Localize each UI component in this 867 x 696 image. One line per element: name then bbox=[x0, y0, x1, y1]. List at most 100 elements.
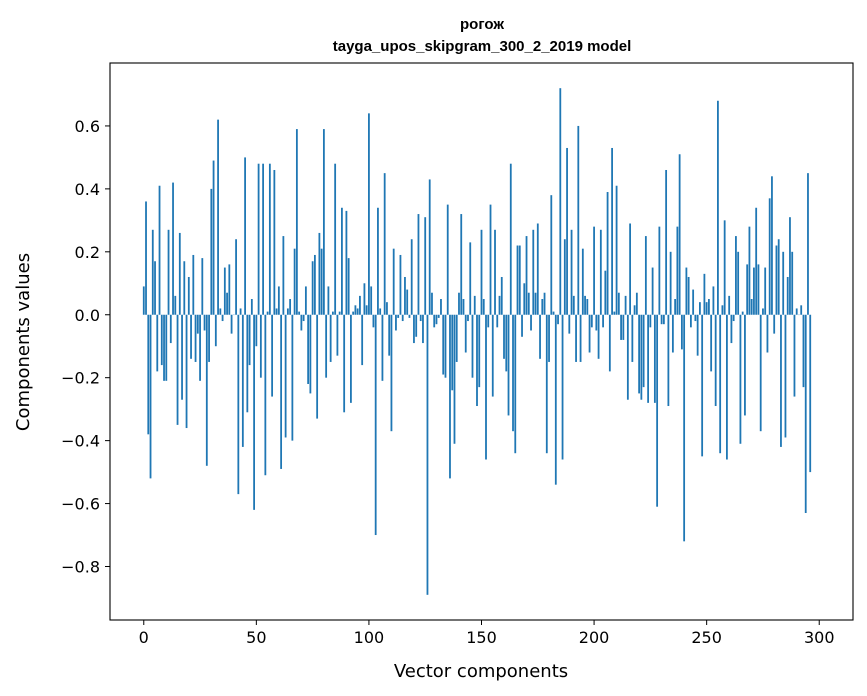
bar-267 bbox=[744, 314, 746, 416]
bar-47 bbox=[248, 314, 251, 366]
bar-7 bbox=[158, 185, 161, 315]
bar-166 bbox=[516, 245, 519, 315]
bar-287 bbox=[789, 217, 791, 315]
bar-86 bbox=[336, 314, 339, 356]
bar-251 bbox=[708, 299, 710, 315]
bar-285 bbox=[784, 314, 787, 438]
bar-34 bbox=[219, 308, 222, 315]
bar-244 bbox=[692, 289, 695, 315]
bar-12 bbox=[169, 314, 172, 344]
bar-171 bbox=[527, 292, 530, 315]
bar-161 bbox=[505, 314, 508, 372]
bar-168 bbox=[521, 314, 523, 337]
bar-215 bbox=[626, 314, 629, 400]
bar-29 bbox=[208, 314, 210, 362]
bar-118 bbox=[408, 314, 411, 318]
bar-257 bbox=[721, 305, 724, 315]
bar-281 bbox=[775, 245, 778, 315]
bar-204 bbox=[602, 314, 604, 328]
bar-147 bbox=[473, 295, 476, 315]
bar-28 bbox=[205, 314, 208, 466]
bar-261 bbox=[730, 314, 733, 344]
bar-100 bbox=[368, 113, 370, 315]
bar-127 bbox=[428, 179, 431, 315]
bar-187 bbox=[563, 239, 566, 315]
bar-6 bbox=[156, 314, 159, 372]
bar-275 bbox=[762, 308, 764, 315]
bar-3 bbox=[149, 314, 152, 479]
bar-23 bbox=[194, 314, 197, 362]
bar-165 bbox=[514, 314, 517, 454]
bars-group bbox=[142, 88, 812, 595]
bar-272 bbox=[755, 207, 758, 315]
bar-184 bbox=[557, 314, 559, 325]
bar-81 bbox=[325, 314, 328, 378]
bar-246 bbox=[696, 314, 699, 356]
bar-177 bbox=[541, 299, 544, 315]
bar-178 bbox=[543, 292, 546, 315]
bar-263 bbox=[735, 236, 737, 315]
bar-53 bbox=[262, 163, 264, 315]
bar-222 bbox=[642, 314, 645, 388]
bar-158 bbox=[498, 295, 501, 315]
bar-292 bbox=[800, 305, 803, 315]
bar-214 bbox=[624, 295, 627, 315]
bar-63 bbox=[284, 314, 287, 438]
bar-180 bbox=[548, 314, 550, 362]
bar-241 bbox=[685, 267, 688, 315]
bar-230 bbox=[660, 314, 663, 325]
bar-264 bbox=[737, 251, 740, 315]
bar-107 bbox=[383, 173, 386, 315]
bar-260 bbox=[728, 295, 731, 315]
bar-33 bbox=[217, 119, 219, 315]
bar-294 bbox=[804, 314, 807, 513]
bar-274 bbox=[759, 314, 762, 432]
y-tick-label: 0.6 bbox=[75, 117, 100, 136]
bar-130 bbox=[435, 314, 438, 325]
bar-136 bbox=[449, 314, 451, 479]
bar-153 bbox=[487, 314, 490, 328]
bar-116 bbox=[404, 276, 406, 315]
bar-22 bbox=[192, 254, 195, 315]
bar-232 bbox=[665, 169, 668, 315]
bar-88 bbox=[341, 207, 343, 315]
bar-238 bbox=[678, 154, 681, 315]
bar-228 bbox=[656, 314, 659, 507]
bar-236 bbox=[674, 299, 677, 315]
bar-87 bbox=[338, 311, 341, 315]
bar-18 bbox=[183, 261, 186, 315]
bar-105 bbox=[379, 308, 382, 315]
bar-209 bbox=[613, 311, 616, 315]
bar-138 bbox=[453, 314, 456, 444]
bar-44 bbox=[241, 314, 244, 447]
bar-206 bbox=[606, 192, 609, 315]
bar-173 bbox=[532, 229, 535, 315]
bar-288 bbox=[791, 251, 794, 315]
y-tick-label: −0.6 bbox=[61, 495, 100, 514]
x-tick-label: 300 bbox=[804, 628, 835, 647]
bar-148 bbox=[476, 314, 478, 407]
bar-270 bbox=[750, 299, 753, 315]
y-tick-label: 0.4 bbox=[75, 180, 100, 199]
bar-131 bbox=[437, 314, 440, 318]
bar-273 bbox=[757, 264, 760, 315]
x-tick-label: 200 bbox=[579, 628, 610, 647]
bar-145 bbox=[469, 242, 472, 315]
bar-39 bbox=[230, 314, 233, 334]
bar-35 bbox=[221, 314, 224, 322]
bar-46 bbox=[246, 314, 249, 413]
bar-149 bbox=[478, 314, 481, 388]
bar-143 bbox=[464, 314, 467, 353]
bar-74 bbox=[309, 314, 312, 394]
bar-160 bbox=[503, 314, 505, 359]
bar-54 bbox=[264, 314, 267, 476]
bar-286 bbox=[786, 276, 789, 315]
bar-194 bbox=[579, 314, 582, 362]
bar-55 bbox=[266, 311, 269, 315]
bar-65 bbox=[289, 299, 292, 315]
bar-140 bbox=[458, 292, 460, 315]
x-tick-label: 50 bbox=[246, 628, 266, 647]
bar-90 bbox=[345, 210, 348, 315]
bar-195 bbox=[581, 248, 584, 315]
bar-279 bbox=[771, 176, 773, 315]
